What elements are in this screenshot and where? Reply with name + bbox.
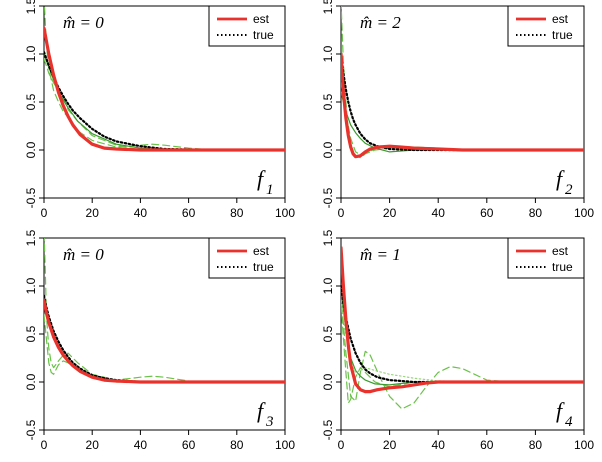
legend: est true	[208, 5, 286, 47]
panel-label-subscript: 3	[265, 414, 274, 430]
x-tick-label: 40	[432, 438, 446, 452]
legend-box	[507, 237, 585, 279]
legend-label-est: est	[552, 12, 569, 26]
x-tick-label: 40	[134, 206, 148, 220]
x-tick-label: 100	[574, 206, 594, 220]
y-tick-label: 1.5	[24, 229, 38, 246]
x-tick-label: 60	[182, 438, 196, 452]
y-tick-label: -0.5	[321, 419, 335, 440]
x-tick-label: 80	[230, 206, 244, 220]
y-tick-label: 0.5	[24, 325, 38, 342]
series-line-sample	[341, 295, 584, 410]
legend-label-est: est	[253, 244, 270, 258]
series-group	[44, 238, 285, 384]
legend: est true	[507, 5, 585, 47]
legend: est true	[208, 237, 286, 279]
y-tick-label: 1.0	[24, 45, 38, 62]
x-tick-label: 0	[338, 206, 345, 220]
legend-label-true: true	[253, 260, 274, 274]
x-tick-label: 20	[86, 438, 100, 452]
panel-label-subscript: 1	[266, 182, 274, 198]
series-line-sample	[44, 6, 285, 151]
legend-box	[507, 5, 585, 47]
x-tick-label: 60	[480, 206, 494, 220]
series-line-true	[341, 52, 584, 152]
annotation-m-hat: m̂ = 0	[63, 13, 104, 32]
annotation-m-hat: m̂ = 0	[63, 245, 104, 264]
x-tick-label: 40	[432, 206, 446, 220]
legend-label-true: true	[552, 28, 573, 42]
y-tick-label: 0.0	[24, 373, 38, 390]
legend-box	[208, 5, 286, 47]
y-tick-label: 1.5	[24, 0, 38, 14]
legend-label-est: est	[552, 244, 569, 258]
panel-label: f	[257, 166, 266, 191]
series-line-true	[44, 294, 285, 384]
y-tick-label: 0.0	[24, 141, 38, 158]
panel-label: f	[556, 166, 565, 191]
legend-label-true: true	[253, 28, 274, 42]
legend-label-est: est	[253, 12, 270, 26]
x-tick-label: 100	[574, 438, 594, 452]
panel-label-subscript: 2	[565, 182, 573, 198]
y-tick-label: 1.0	[321, 277, 335, 294]
series-group	[341, 246, 584, 410]
series-line-sample	[341, 82, 584, 156]
y-tick-label: 0.0	[321, 141, 335, 158]
panel-2: 0 20 40 60 80 100 -0.5 0.0 0.5 1.0 1.5 est true m̂ = …	[321, 0, 594, 220]
y-tick-label: -0.5	[321, 187, 335, 208]
x-tick-label: 60	[182, 206, 196, 220]
series-line-est	[341, 52, 584, 159]
series-line-est	[44, 298, 285, 384]
series-group	[341, 6, 584, 159]
x-tick-label: 100	[275, 438, 295, 452]
y-tick-label: 1.5	[321, 0, 335, 14]
x-tick-label: 80	[230, 438, 244, 452]
legend-box	[208, 237, 286, 279]
series-line-sample	[341, 91, 584, 153]
x-tick-label: 60	[480, 438, 494, 452]
series-line-est	[44, 26, 285, 152]
series-line-sample	[44, 238, 285, 383]
panel-4: 0 20 40 60 80 100 -0.5 0.0 0.5 1.0 1.5 est true m̂ = …	[321, 229, 594, 452]
x-tick-label: 0	[41, 438, 48, 452]
y-tick-label: 0.0	[321, 373, 335, 390]
x-tick-label: 80	[529, 438, 543, 452]
series-line-true	[341, 284, 584, 384]
panel-1: 0 20 40 60 80 100 -0.5 0.0 0.5 1.0 1.5 est true m̂ = …	[24, 0, 295, 220]
panel-label: f	[556, 398, 565, 423]
x-tick-label: 20	[383, 206, 397, 220]
y-tick-label: -0.5	[24, 187, 38, 208]
x-tick-label: 20	[86, 206, 100, 220]
annotation-m-hat: m̂ = 2	[360, 13, 401, 32]
y-tick-label: 1.5	[321, 229, 335, 246]
y-tick-label: 1.0	[24, 277, 38, 294]
x-tick-label: 20	[383, 438, 397, 452]
legend: est true	[507, 237, 585, 279]
x-tick-label: 80	[529, 206, 543, 220]
x-tick-label: 0	[338, 438, 345, 452]
y-tick-label: 1.0	[321, 45, 335, 62]
panel-label-subscript: 4	[565, 414, 573, 430]
y-tick-label: 0.5	[321, 93, 335, 110]
series-group	[44, 6, 285, 152]
legend-label-true: true	[552, 260, 573, 274]
series-line-sample	[341, 299, 584, 383]
y-tick-label: 0.5	[321, 325, 335, 342]
x-tick-label: 100	[275, 206, 295, 220]
y-tick-label: -0.5	[24, 419, 38, 440]
x-tick-label: 40	[134, 438, 148, 452]
panel-3: 0 20 40 60 80 100 -0.5 0.0 0.5 1.0 1.5 est true m̂ = …	[24, 229, 295, 452]
y-tick-label: 0.5	[24, 93, 38, 110]
series-line-est	[341, 246, 584, 394]
panel-label: f	[257, 398, 266, 423]
x-tick-label: 0	[41, 206, 48, 220]
annotation-m-hat: m̂ = 1	[360, 245, 401, 264]
